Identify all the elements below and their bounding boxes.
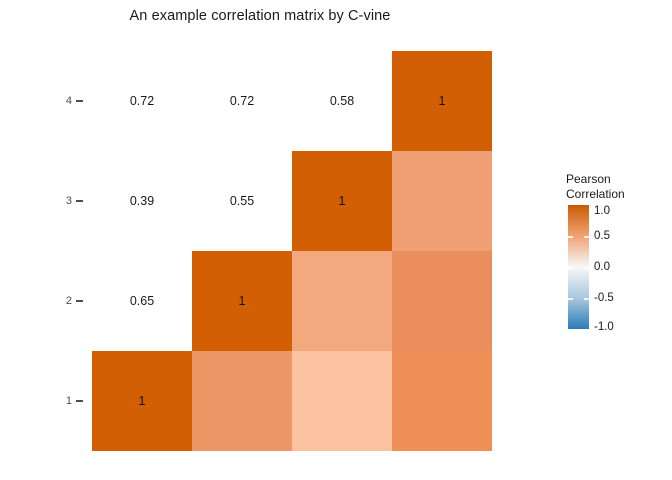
y-axis-tick-mark bbox=[76, 200, 83, 202]
y-axis-tick-label: 3 bbox=[65, 195, 72, 207]
heatmap-cell-value: 0.72 bbox=[229, 94, 255, 108]
colorbar-tick-mark bbox=[584, 298, 589, 300]
y-axis-tick-label: 2 bbox=[65, 295, 72, 307]
heatmap-cell bbox=[192, 251, 292, 351]
colorbar-tick-mark bbox=[568, 298, 573, 300]
y-axis-tick: 3 bbox=[66, 193, 92, 209]
colorbar-ticks bbox=[568, 205, 589, 329]
heatmap-cell-value: 0.39 bbox=[129, 194, 155, 208]
y-axis-tick: 4 bbox=[66, 93, 92, 109]
heatmap-cell-value: 0.72 bbox=[129, 94, 155, 108]
y-axis-tick-mark bbox=[76, 400, 83, 402]
heatmap-cell bbox=[392, 251, 492, 351]
legend-title: Pearson Correlation bbox=[566, 172, 625, 201]
colorbar-tick-label: -0.5 bbox=[594, 292, 614, 304]
heatmap-cell-value: 1 bbox=[438, 94, 446, 108]
heatmap-cell-value: 1 bbox=[138, 394, 146, 408]
y-axis-tick-mark bbox=[76, 100, 83, 102]
heatmap-cell-value: 0.55 bbox=[229, 194, 255, 208]
colorbar-tick-label: -1.0 bbox=[594, 321, 614, 333]
colorbar-gradient bbox=[568, 205, 589, 329]
heatmap-cell bbox=[392, 51, 492, 151]
y-axis-tick: 2 bbox=[66, 293, 92, 309]
heatmap-cell bbox=[392, 351, 492, 451]
heatmap-cell-value: 0.65 bbox=[129, 294, 155, 308]
colorbar-tick-labels: 1.0 0.5 0.0 -0.5 -1.0 bbox=[594, 205, 664, 333]
heatmap-cell bbox=[192, 351, 292, 451]
heatmap-cell bbox=[392, 151, 492, 251]
colorbar-tick-mark bbox=[568, 236, 573, 238]
heatmap-cell bbox=[292, 351, 392, 451]
y-axis: 4 3 2 1 bbox=[0, 51, 92, 451]
heatmap-cell-value: 0.58 bbox=[329, 94, 355, 108]
y-axis-tick-mark bbox=[76, 300, 83, 302]
heatmap-cell-value: 1 bbox=[338, 194, 346, 208]
colorbar-tick-label: 0.0 bbox=[594, 261, 610, 273]
y-axis-tick-label: 4 bbox=[65, 95, 72, 107]
y-axis-tick: 1 bbox=[66, 393, 92, 409]
colorbar-tick-label: 0.5 bbox=[594, 230, 610, 242]
y-axis-tick-label: 1 bbox=[65, 395, 72, 407]
heatmap-cell bbox=[92, 351, 192, 451]
colorbar-tick-mark bbox=[584, 267, 589, 269]
page-title: An example correlation matrix by C-vine bbox=[129, 8, 391, 24]
heatmap-cell bbox=[292, 251, 392, 351]
heatmap-panel: 0.72 0.72 0.58 1 0.39 0.55 1 0.65 1 1 bbox=[92, 51, 492, 451]
heatmap-cell bbox=[292, 151, 392, 251]
colorbar-tick-mark bbox=[584, 236, 589, 238]
heatmap-cell-value: 1 bbox=[238, 294, 246, 308]
legend-body: 1.0 0.5 0.0 -0.5 -1.0 bbox=[566, 205, 672, 333]
colorbar-tick-label: 1.0 bbox=[594, 205, 610, 217]
colorbar-tick-mark bbox=[568, 267, 573, 269]
legend: Pearson Correlation 1.0 0.5 0.0 -0.5 -1.0 bbox=[566, 172, 672, 333]
